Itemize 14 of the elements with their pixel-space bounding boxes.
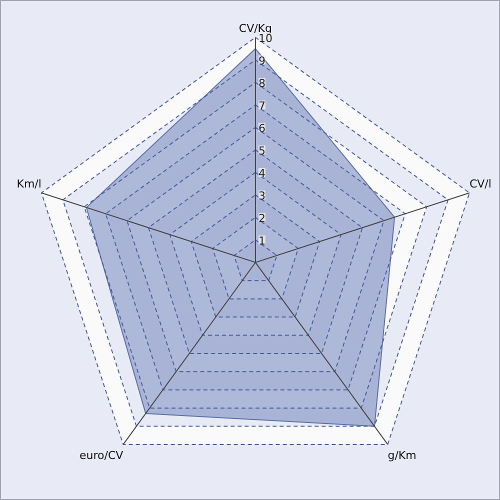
y-tick-label: 7: [258, 99, 266, 112]
spoke-label: euro/CV: [80, 448, 124, 462]
y-tick-label: 9: [258, 54, 266, 68]
y-tick-label: 2: [258, 212, 266, 225]
spoke-label: Km/l: [16, 178, 42, 191]
y-tick-label: 5: [258, 144, 266, 158]
spoke-label: CV/l: [469, 178, 492, 191]
y-tick-label: 1: [258, 234, 266, 248]
y-tick-label: 4: [258, 166, 266, 180]
y-tick-label: 8: [258, 76, 266, 90]
y-tick-label: 10: [258, 32, 272, 45]
y-tick-label: 3: [258, 189, 266, 202]
spoke-label: g/Km: [388, 448, 416, 462]
y-tick-label: 6: [258, 122, 266, 135]
